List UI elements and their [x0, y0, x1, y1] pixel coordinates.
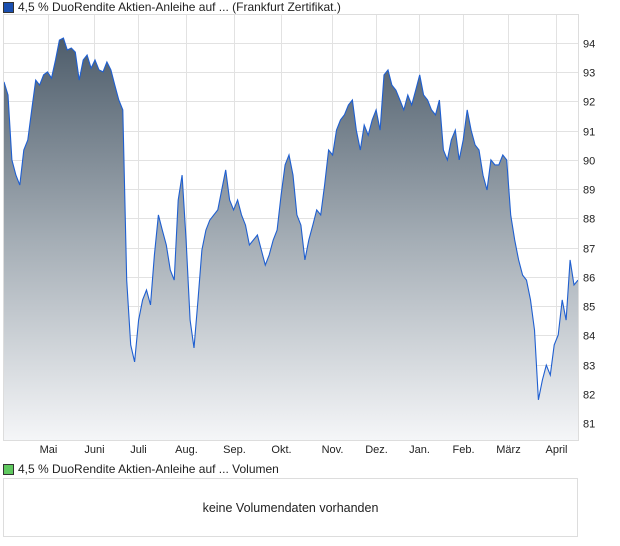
volume-legend-label: 4,5 % DuoRendite Aktien-Anleihe auf ... …	[18, 462, 279, 476]
plot-border	[3, 14, 579, 441]
price-legend: 4,5 % DuoRendite Aktien-Anleihe auf ... …	[3, 0, 341, 14]
volume-panel: keine Volumendaten vorhanden	[3, 478, 578, 537]
price-chart: 81 82 83 84 85 86 87 88 89 90 91 92 93 94 Mai Juni Juli A…	[3, 14, 595, 456]
x-tick-label: Nov.	[322, 444, 344, 456]
x-tick-label: Aug.	[175, 444, 198, 456]
x-tick-label: Okt.	[271, 444, 291, 456]
y-tick-label: 87	[583, 244, 595, 256]
y-tick-label: 81	[583, 419, 595, 431]
y-tick-label: 90	[583, 156, 595, 168]
y-tick-label: 91	[583, 127, 595, 139]
y-tick-label: 86	[583, 273, 595, 285]
y-tick-label: 93	[583, 68, 595, 80]
x-tick-label: Mai	[40, 444, 58, 456]
x-tick-label: Juni	[84, 444, 104, 456]
y-tick-label: 83	[583, 361, 595, 373]
volume-legend: 4,5 % DuoRendite Aktien-Anleihe auf ... …	[3, 462, 279, 476]
x-tick-label: Jan.	[409, 444, 430, 456]
price-legend-swatch	[3, 1, 14, 13]
price-line	[3, 37, 579, 401]
y-tick-label: 85	[583, 302, 595, 314]
x-tick-label: Dez.	[365, 444, 388, 456]
volume-legend-swatch	[3, 463, 14, 475]
y-tick-label: 92	[583, 97, 595, 109]
y-tick-label: 82	[583, 390, 595, 402]
y-tick-label: 94	[583, 39, 595, 51]
x-tick-label: Juli	[130, 444, 147, 456]
y-tick-label: 88	[583, 214, 595, 226]
x-tick-label: März	[496, 444, 520, 456]
x-tick-label: April	[545, 444, 567, 456]
volume-empty-message: keine Volumendaten vorhanden	[202, 500, 379, 515]
price-legend-label: 4,5 % DuoRendite Aktien-Anleihe auf ... …	[18, 0, 341, 14]
x-tick-label: Sep.	[223, 444, 246, 456]
price-area	[4, 38, 578, 441]
y-tick-label: 84	[583, 331, 595, 343]
x-tick-label: Feb.	[452, 444, 474, 456]
y-tick-label: 89	[583, 185, 595, 197]
